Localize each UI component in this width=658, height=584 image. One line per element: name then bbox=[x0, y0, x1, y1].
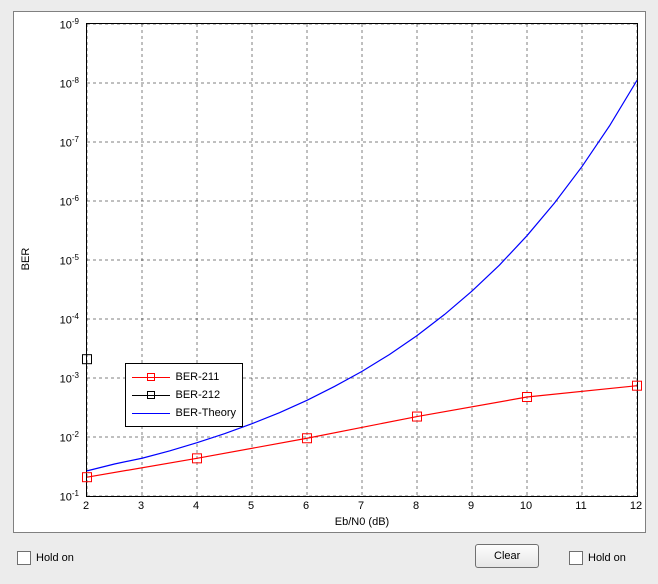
legend-entry: BER-212 bbox=[132, 386, 237, 404]
clear-button-label: Clear bbox=[494, 550, 520, 562]
legend-swatch bbox=[132, 388, 170, 402]
ytick-label: 10-3 bbox=[14, 371, 79, 386]
legend: BER-211 BER-212 BER-Theory bbox=[125, 363, 244, 427]
hold-on-right-label: Hold on bbox=[588, 552, 626, 564]
xtick-label: 11 bbox=[571, 500, 591, 512]
legend-swatch bbox=[132, 406, 170, 420]
checkbox-box-icon bbox=[17, 551, 31, 565]
xtick-label: 3 bbox=[131, 500, 151, 512]
ytick-label: 10-7 bbox=[14, 135, 79, 150]
hold-on-checkbox-right[interactable]: Hold on bbox=[569, 551, 626, 565]
legend-swatch bbox=[132, 370, 170, 384]
axes-panel: BER Eb/N0 (dB) 23456789101112 10-110-210… bbox=[13, 11, 646, 533]
xtick-label: 8 bbox=[406, 500, 426, 512]
clear-button[interactable]: Clear bbox=[475, 544, 539, 568]
xtick-label: 6 bbox=[296, 500, 316, 512]
xtick-label: 2 bbox=[76, 500, 96, 512]
ytick-label: 10-2 bbox=[14, 430, 79, 445]
ytick-label: 10-1 bbox=[14, 489, 79, 504]
ytick-label: 10-8 bbox=[14, 76, 79, 91]
legend-entry: BER-211 bbox=[132, 368, 237, 386]
xtick-label: 7 bbox=[351, 500, 371, 512]
ytick-label: 10-4 bbox=[14, 312, 79, 327]
checkbox-box-icon bbox=[569, 551, 583, 565]
bottom-bar: Hold on Clear Hold on bbox=[13, 543, 644, 573]
ytick-label: 10-5 bbox=[14, 253, 79, 268]
hold-on-left-label: Hold on bbox=[36, 552, 74, 564]
xtick-label: 5 bbox=[241, 500, 261, 512]
xtick-label: 9 bbox=[461, 500, 481, 512]
legend-label: BER-212 bbox=[176, 389, 221, 401]
xtick-label: 12 bbox=[626, 500, 646, 512]
xtick-label: 4 bbox=[186, 500, 206, 512]
ytick-label: 10-9 bbox=[14, 17, 79, 32]
legend-label: BER-211 bbox=[176, 371, 220, 383]
legend-label: BER-Theory bbox=[176, 407, 237, 419]
x-axis-label: Eb/N0 (dB) bbox=[86, 516, 638, 528]
xtick-label: 10 bbox=[516, 500, 536, 512]
legend-entry: BER-Theory bbox=[132, 404, 237, 422]
hold-on-checkbox-left[interactable]: Hold on bbox=[17, 551, 74, 565]
ytick-label: 10-6 bbox=[14, 194, 79, 209]
